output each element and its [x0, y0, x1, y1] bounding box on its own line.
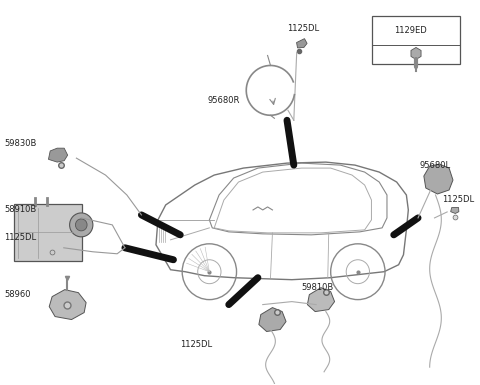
Text: 95680L: 95680L: [420, 161, 451, 170]
Polygon shape: [451, 208, 459, 213]
Text: 1129ED: 1129ED: [394, 26, 427, 35]
Polygon shape: [48, 148, 68, 162]
Circle shape: [70, 213, 93, 237]
Text: 59810B: 59810B: [301, 283, 334, 292]
Text: 1125DL: 1125DL: [5, 233, 36, 242]
FancyBboxPatch shape: [14, 204, 82, 261]
Circle shape: [75, 219, 87, 231]
Text: 1125DL: 1125DL: [442, 196, 474, 204]
Text: 95680R: 95680R: [207, 96, 240, 105]
Polygon shape: [307, 288, 335, 311]
Polygon shape: [372, 16, 459, 64]
Polygon shape: [297, 38, 307, 48]
Text: 58910B: 58910B: [5, 206, 37, 214]
Polygon shape: [49, 290, 86, 320]
Polygon shape: [411, 47, 421, 59]
Text: 59830B: 59830B: [5, 139, 37, 148]
Text: 58960: 58960: [5, 290, 31, 299]
Text: 1125DL: 1125DL: [180, 340, 212, 349]
Polygon shape: [49, 242, 59, 249]
Polygon shape: [259, 308, 286, 331]
Polygon shape: [424, 164, 453, 194]
Text: 1125DL: 1125DL: [287, 24, 319, 33]
